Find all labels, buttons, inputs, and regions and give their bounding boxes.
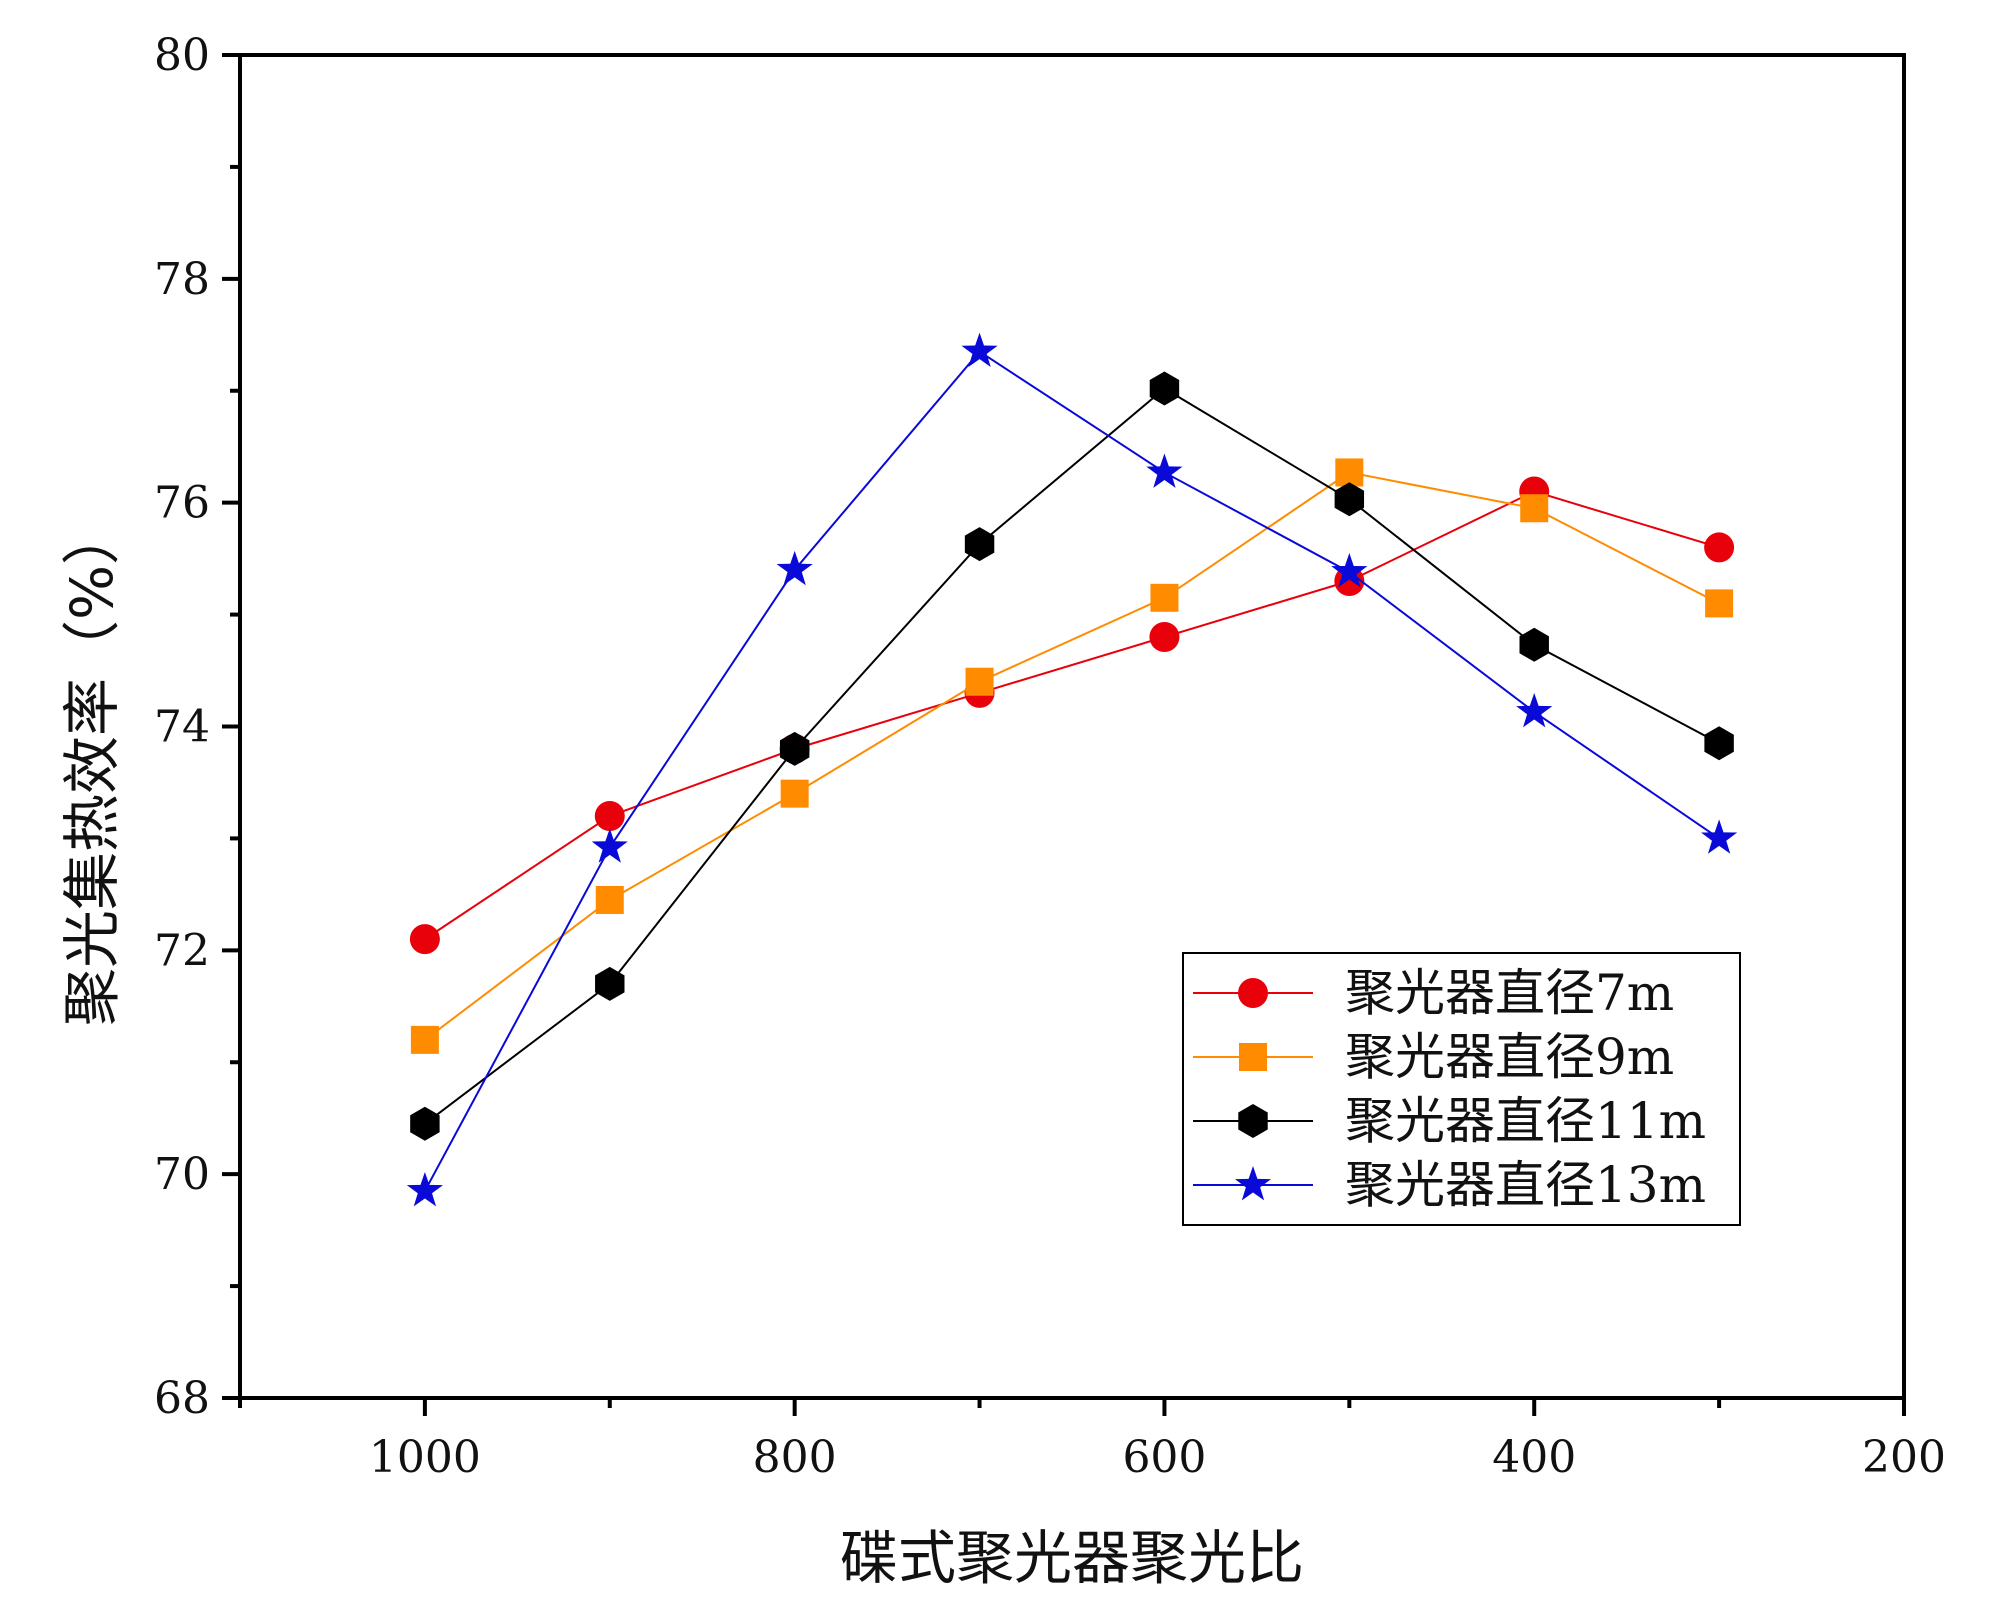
x-tick-label: 200 [1862,1432,1946,1483]
data-point [1149,622,1179,652]
data-point [1705,589,1733,617]
data-point [596,886,624,914]
x-tick-label: 600 [1122,1432,1206,1483]
data-point [1520,494,1548,522]
x-axis-title: 碟式聚光器聚光比 [840,1524,1304,1592]
x-tick-label: 1000 [369,1432,481,1483]
data-point [781,780,809,808]
y-tick-label: 80 [154,30,210,81]
data-point [966,668,994,696]
data-point [1335,458,1363,486]
y-tick-label: 72 [154,925,210,976]
legend: 聚光器直径7m 聚光器直径9m 聚光器直径11m 聚光器直径13m [1183,953,1740,1225]
chart: 1000 800 600 400 20068707274767880 碟式聚光器聚光比 … [0,0,1999,1602]
y-tick-label: 76 [154,478,210,529]
y-axis-title: 聚光集热效率（%） [58,507,126,1026]
x-tick-label: 400 [1492,1432,1576,1483]
data-point [411,1026,439,1054]
chart-background [0,0,1999,1602]
legend-marker [1238,978,1268,1008]
legend-label: 聚光器直径9m [1345,1028,1674,1086]
legend-marker [1239,1043,1267,1071]
y-tick-label: 68 [154,1373,210,1424]
legend-label: 聚光器直径11m [1345,1092,1706,1150]
legend-label: 聚光器直径13m [1345,1156,1706,1214]
y-tick-label: 70 [154,1149,210,1200]
x-tick-label: 800 [753,1432,837,1483]
data-point [410,924,440,954]
y-tick-label: 74 [154,702,210,753]
legend-label: 聚光器直径7m [1345,964,1674,1022]
data-point [1150,584,1178,612]
y-tick-label: 78 [154,254,210,305]
data-point [1704,532,1734,562]
data-point [595,801,625,831]
